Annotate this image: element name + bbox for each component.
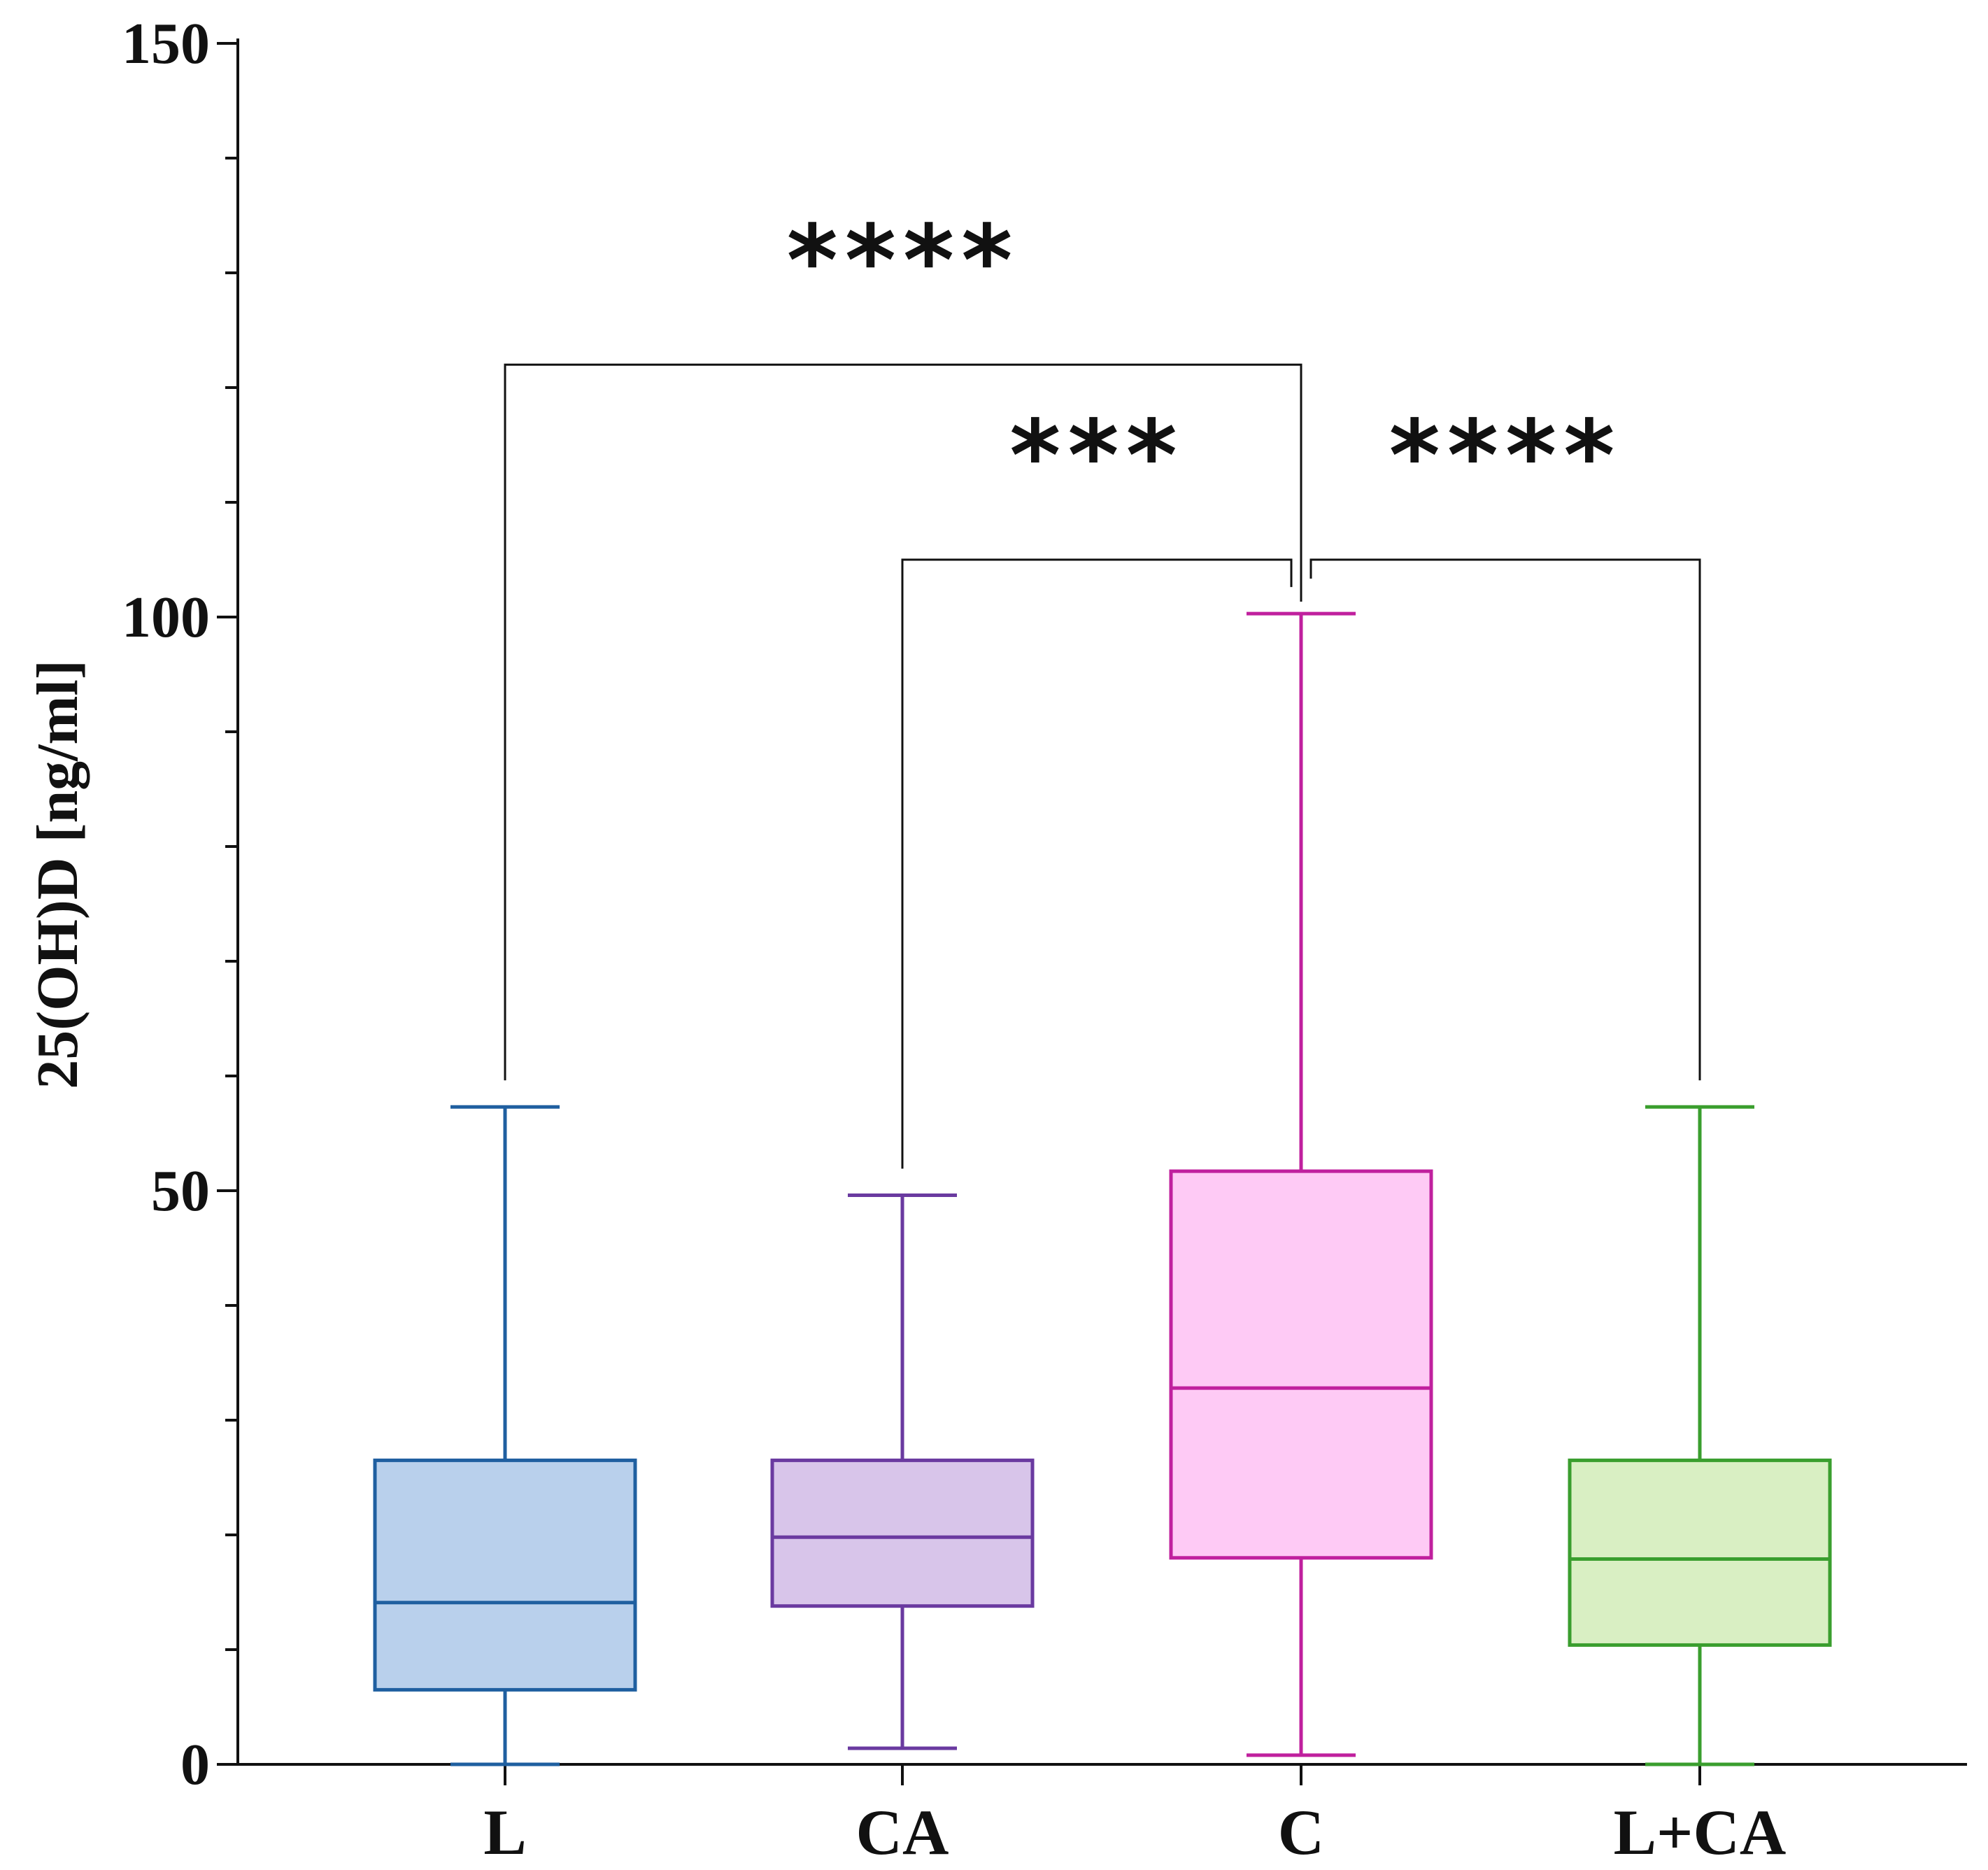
box-l — [373, 1105, 637, 1766]
significance-label: **** — [787, 204, 1020, 318]
significance-bracket — [901, 558, 1293, 1169]
iqr-box — [770, 1458, 1035, 1608]
y-tick-label: 50 — [151, 1159, 210, 1224]
significance-label: **** — [1389, 399, 1622, 513]
iqr-box — [373, 1458, 637, 1692]
iqr-box — [1169, 1169, 1433, 1560]
significance-bracket — [1309, 558, 1701, 1081]
box-l-ca — [1568, 1105, 1832, 1766]
y-tick-label: 100 — [122, 585, 210, 650]
significance-label: *** — [1009, 399, 1184, 513]
x-category-label: CA — [856, 1797, 949, 1868]
x-ticks: L CA C L+CA — [483, 1764, 1786, 1868]
x-category-label: L — [483, 1797, 526, 1868]
y-axis-title: 25(OH)D [ng/ml] — [25, 660, 90, 1089]
y-tick-label: 0 — [180, 1732, 210, 1797]
y-tick-label: 150 — [122, 11, 210, 76]
significance-bracket — [504, 363, 1302, 1081]
boxes — [373, 611, 1832, 1766]
x-category-label: L+CA — [1614, 1797, 1787, 1868]
box-c — [1169, 611, 1433, 1757]
y-ticks: 0 50 100 150 — [122, 11, 238, 1797]
significance-brackets: ******* **** — [504, 204, 1701, 1169]
iqr-box — [1568, 1458, 1832, 1647]
x-category-label: C — [1278, 1797, 1324, 1868]
box-ca — [770, 1193, 1035, 1750]
